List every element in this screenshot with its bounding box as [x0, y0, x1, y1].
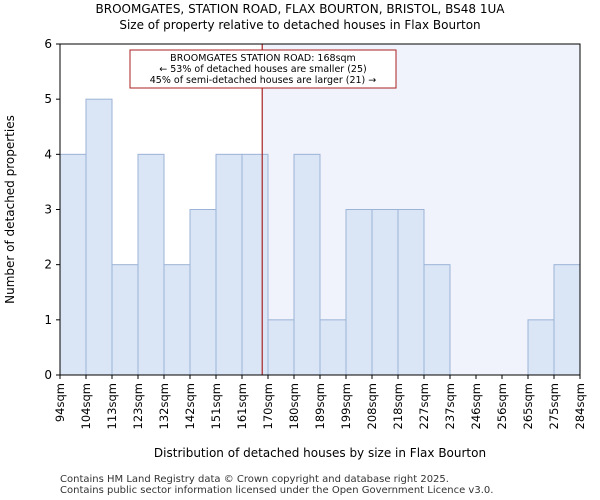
annotation-frame: [129, 49, 397, 89]
x-tick-label-246sqm: 246sqm: [469, 383, 483, 429]
annotation-line-2: ← 53% of detached houses are smaller (25…: [159, 64, 366, 75]
footer-line-2: Contains public sector information licen…: [60, 485, 494, 496]
x-tick-label-151sqm: 151sqm: [209, 383, 223, 429]
y-tick-label-5: 5: [44, 92, 52, 106]
bar-170sqm: [267, 319, 295, 376]
x-axis-label: Distribution of detached houses by size …: [154, 446, 486, 460]
bar-161sqm: [241, 153, 269, 376]
x-tick-label-256sqm: 256sqm: [495, 383, 509, 429]
annotation-box: BROOMGATES STATION ROAD: 168sqm ← 53% of…: [129, 49, 397, 89]
annotation-line-1: BROOMGATES STATION ROAD: 168sqm: [170, 53, 356, 64]
bar-218sqm: [397, 209, 425, 376]
x-tick-label-180sqm: 180sqm: [287, 383, 301, 429]
annotation-line-3: 45% of semi-detached houses are larger (…: [150, 75, 377, 86]
y-axis-label: Number of detached properties: [3, 115, 17, 304]
bar-189sqm: [319, 319, 347, 376]
y-tick-label-2: 2: [44, 258, 52, 272]
bar-123sqm: [137, 153, 165, 376]
footer-attribution: Contains HM Land Registry data © Crown c…: [60, 474, 493, 496]
chart-subtitle: Size of property relative to detached ho…: [119, 18, 481, 32]
x-tick-label-113sqm: 113sqm: [105, 383, 119, 429]
chart-title: BROOMGATES, STATION ROAD, FLAX BOURTON, …: [95, 2, 505, 16]
bar-151sqm: [215, 153, 243, 376]
bar-199sqm: [345, 209, 373, 376]
x-tick-label-189sqm: 189sqm: [313, 383, 327, 429]
bar-142sqm: [189, 209, 217, 376]
x-tick-label-104sqm: 104sqm: [79, 383, 93, 429]
bar-94sqm: [59, 153, 87, 376]
bar-227sqm: [423, 264, 451, 376]
x-tick-label-199sqm: 199sqm: [339, 383, 353, 429]
axes-group: 0 1 2 3 4 5 6 94sqm 104sqm 113sqm 123sqm 132sqm 142s…: [44, 37, 587, 429]
bar-265sqm: [527, 319, 555, 376]
footer-line-1: Contains HM Land Registry data © Crown c…: [60, 474, 449, 485]
y-tick-label-6: 6: [44, 37, 52, 51]
bars-group: [59, 98, 581, 376]
histogram-chart: 0 1 2 3 4 5 6 94sqm 104sqm 113sqm 123sqm 132sqm 142s…: [3, 37, 587, 460]
x-tick-label-123sqm: 123sqm: [131, 383, 145, 429]
y-tick-label-4: 4: [44, 147, 52, 161]
bar-180sqm: [293, 153, 321, 376]
x-tick-label-94sqm: 94sqm: [53, 383, 67, 422]
bar-104sqm: [85, 98, 113, 376]
bar-275sqm: [553, 264, 581, 376]
x-tick-label-237sqm: 237sqm: [443, 383, 457, 429]
x-tick-label-142sqm: 142sqm: [183, 383, 197, 429]
x-tick-label-161sqm: 161sqm: [235, 383, 249, 429]
bar-208sqm: [371, 209, 399, 376]
y-tick-label-1: 1: [44, 313, 52, 327]
x-tick-label-227sqm: 227sqm: [417, 383, 431, 429]
y-tick-label-3: 3: [44, 203, 52, 217]
x-tick-label-170sqm: 170sqm: [261, 383, 275, 429]
x-tick-label-132sqm: 132sqm: [157, 383, 171, 429]
x-tick-label-275sqm: 275sqm: [547, 383, 561, 429]
x-tick-label-265sqm: 265sqm: [521, 383, 535, 429]
x-tick-label-218sqm: 218sqm: [391, 383, 405, 429]
x-tick-label-284sqm: 284sqm: [573, 383, 587, 429]
y-tick-label-0: 0: [44, 368, 52, 382]
bar-132sqm: [163, 264, 191, 376]
bar-113sqm: [111, 264, 139, 376]
x-tick-label-208sqm: 208sqm: [365, 383, 379, 429]
